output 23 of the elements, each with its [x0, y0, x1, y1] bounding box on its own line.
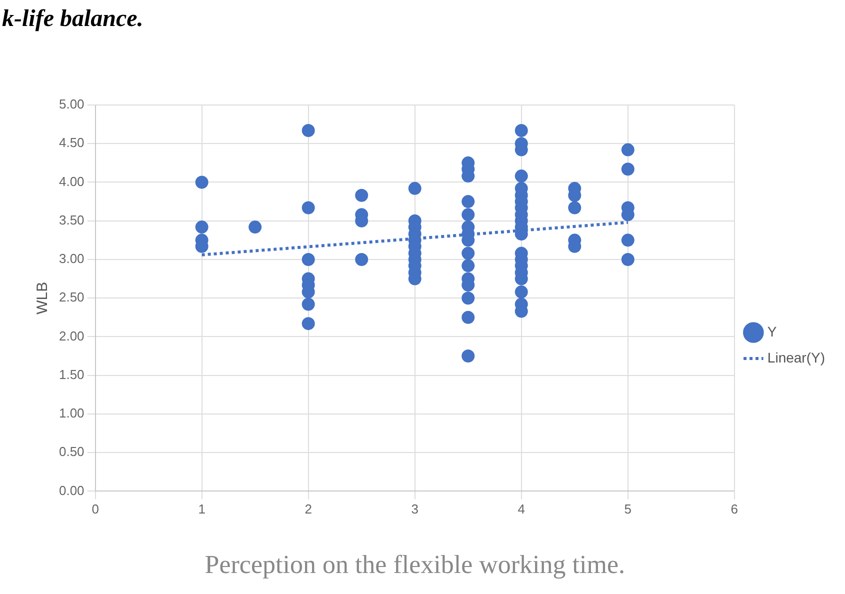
x-tick-label: 1 [198, 502, 206, 517]
x-tick-label: 5 [624, 502, 632, 517]
y-tick-label: 0.00 [58, 482, 84, 498]
y-tick-label: 1.00 [58, 406, 84, 421]
x-axis-title: Perception on the flexible working time. [204, 550, 625, 580]
y-axis-title: WLB [34, 282, 52, 314]
y-tick-label: 4.00 [58, 174, 84, 189]
x-tick-label: 6 [730, 502, 738, 517]
y-tick-label: 5.00 [58, 96, 84, 112]
y-tick-label: 3.00 [58, 251, 84, 266]
legend-label: Y [767, 323, 778, 340]
y-tick-label: 3.50 [58, 212, 84, 228]
y-tick-label: 2.50 [58, 290, 84, 305]
y-tick-label: 4.50 [58, 135, 84, 150]
text: k-life balance. [2, 6, 144, 32]
y-tick-label: 0.50 [58, 444, 84, 460]
y-tick-label: 2.00 [58, 328, 84, 344]
legend-label: Linear(Y) [767, 349, 826, 366]
x-tick-label: 0 [92, 502, 99, 517]
x-tick-label: 2 [304, 502, 312, 517]
x-tick-label: 3 [411, 502, 418, 517]
x-tick-label: 4 [518, 502, 525, 517]
y-tick-label: 1.50 [58, 366, 84, 382]
